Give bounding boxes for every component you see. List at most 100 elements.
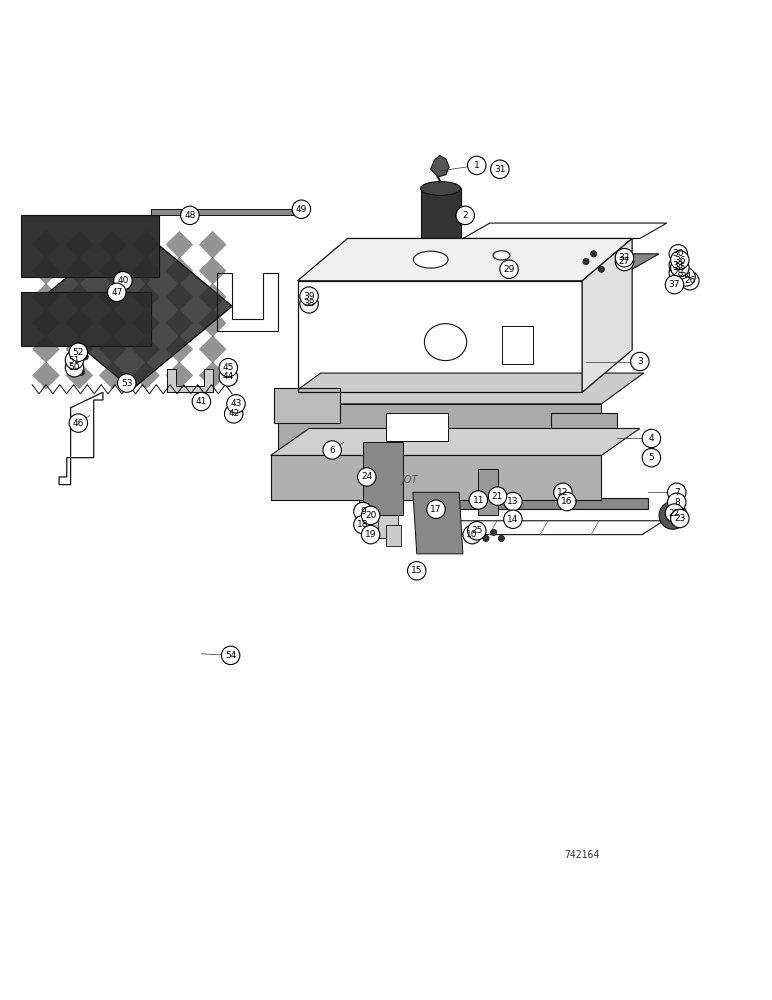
Text: 30: 30 xyxy=(672,249,684,258)
Polygon shape xyxy=(165,309,193,337)
Circle shape xyxy=(363,522,369,528)
Text: 14: 14 xyxy=(507,515,519,524)
Polygon shape xyxy=(99,231,127,258)
Circle shape xyxy=(107,283,126,302)
Circle shape xyxy=(427,500,445,518)
Polygon shape xyxy=(21,292,151,346)
Polygon shape xyxy=(99,362,127,389)
Text: 24: 24 xyxy=(361,472,372,481)
Polygon shape xyxy=(167,369,213,392)
Circle shape xyxy=(354,502,372,521)
Text: 27: 27 xyxy=(619,257,630,266)
Text: 3: 3 xyxy=(637,357,643,366)
Polygon shape xyxy=(132,231,160,258)
Circle shape xyxy=(659,502,687,529)
Text: 25: 25 xyxy=(471,526,482,535)
Circle shape xyxy=(181,206,199,225)
Polygon shape xyxy=(551,413,617,442)
Text: 34: 34 xyxy=(680,272,692,281)
Polygon shape xyxy=(199,309,226,337)
Polygon shape xyxy=(363,442,403,515)
Polygon shape xyxy=(199,231,226,258)
Polygon shape xyxy=(413,492,463,554)
Text: 7: 7 xyxy=(674,488,679,497)
Text: 51: 51 xyxy=(69,356,80,365)
Circle shape xyxy=(468,156,486,175)
Polygon shape xyxy=(151,209,293,215)
Text: 11: 11 xyxy=(472,496,484,505)
Circle shape xyxy=(354,515,372,534)
Text: 42: 42 xyxy=(228,409,239,418)
Text: 35: 35 xyxy=(674,263,686,272)
Circle shape xyxy=(371,529,377,535)
Polygon shape xyxy=(359,500,382,531)
Circle shape xyxy=(665,275,684,294)
Text: 49: 49 xyxy=(296,205,307,214)
Text: JOT: JOT xyxy=(401,475,418,485)
Circle shape xyxy=(361,506,380,525)
Circle shape xyxy=(74,362,80,368)
Circle shape xyxy=(557,492,576,511)
Text: 53: 53 xyxy=(121,379,133,388)
Circle shape xyxy=(671,509,689,528)
Text: 23: 23 xyxy=(674,514,686,523)
Circle shape xyxy=(66,358,83,377)
Ellipse shape xyxy=(413,251,448,268)
Text: 39: 39 xyxy=(303,292,315,301)
Polygon shape xyxy=(32,362,60,389)
Text: 4: 4 xyxy=(648,434,654,443)
Circle shape xyxy=(225,405,243,423)
Text: 40: 40 xyxy=(117,276,129,285)
Circle shape xyxy=(117,374,136,392)
Ellipse shape xyxy=(493,251,510,260)
Polygon shape xyxy=(165,362,193,389)
Circle shape xyxy=(615,252,634,271)
Circle shape xyxy=(668,493,686,512)
Circle shape xyxy=(642,448,661,467)
Polygon shape xyxy=(66,283,93,311)
Text: 54: 54 xyxy=(225,651,236,660)
Circle shape xyxy=(227,395,245,413)
Text: 21: 21 xyxy=(492,492,503,501)
Text: 5: 5 xyxy=(648,453,654,462)
Text: 10: 10 xyxy=(466,530,478,539)
Circle shape xyxy=(192,392,211,411)
Circle shape xyxy=(631,352,649,371)
Circle shape xyxy=(671,251,689,269)
Polygon shape xyxy=(165,283,193,311)
Text: 29: 29 xyxy=(503,265,515,274)
Polygon shape xyxy=(21,215,159,277)
Polygon shape xyxy=(279,404,601,450)
Circle shape xyxy=(671,258,689,277)
Circle shape xyxy=(665,504,684,522)
Polygon shape xyxy=(99,309,127,337)
Circle shape xyxy=(468,522,486,540)
Circle shape xyxy=(491,529,496,535)
Text: 33: 33 xyxy=(672,261,684,270)
Text: 46: 46 xyxy=(73,419,84,428)
Circle shape xyxy=(300,295,318,313)
Text: 50: 50 xyxy=(69,363,80,372)
Polygon shape xyxy=(132,283,160,311)
Text: 15: 15 xyxy=(411,566,422,575)
Polygon shape xyxy=(279,373,644,404)
Circle shape xyxy=(681,272,699,290)
Polygon shape xyxy=(165,257,193,285)
Polygon shape xyxy=(199,257,226,285)
Polygon shape xyxy=(271,455,601,500)
Text: 742164: 742164 xyxy=(564,850,600,860)
Polygon shape xyxy=(66,309,93,337)
Circle shape xyxy=(491,160,509,178)
Circle shape xyxy=(219,358,238,377)
Text: 44: 44 xyxy=(222,372,234,381)
Polygon shape xyxy=(32,309,60,337)
Polygon shape xyxy=(99,335,127,363)
Polygon shape xyxy=(132,335,160,363)
Text: 1: 1 xyxy=(474,161,479,170)
Text: 18: 18 xyxy=(357,520,369,529)
Circle shape xyxy=(357,468,376,486)
Polygon shape xyxy=(582,238,632,392)
Circle shape xyxy=(591,251,597,257)
Text: 41: 41 xyxy=(195,397,207,406)
Circle shape xyxy=(499,260,518,278)
